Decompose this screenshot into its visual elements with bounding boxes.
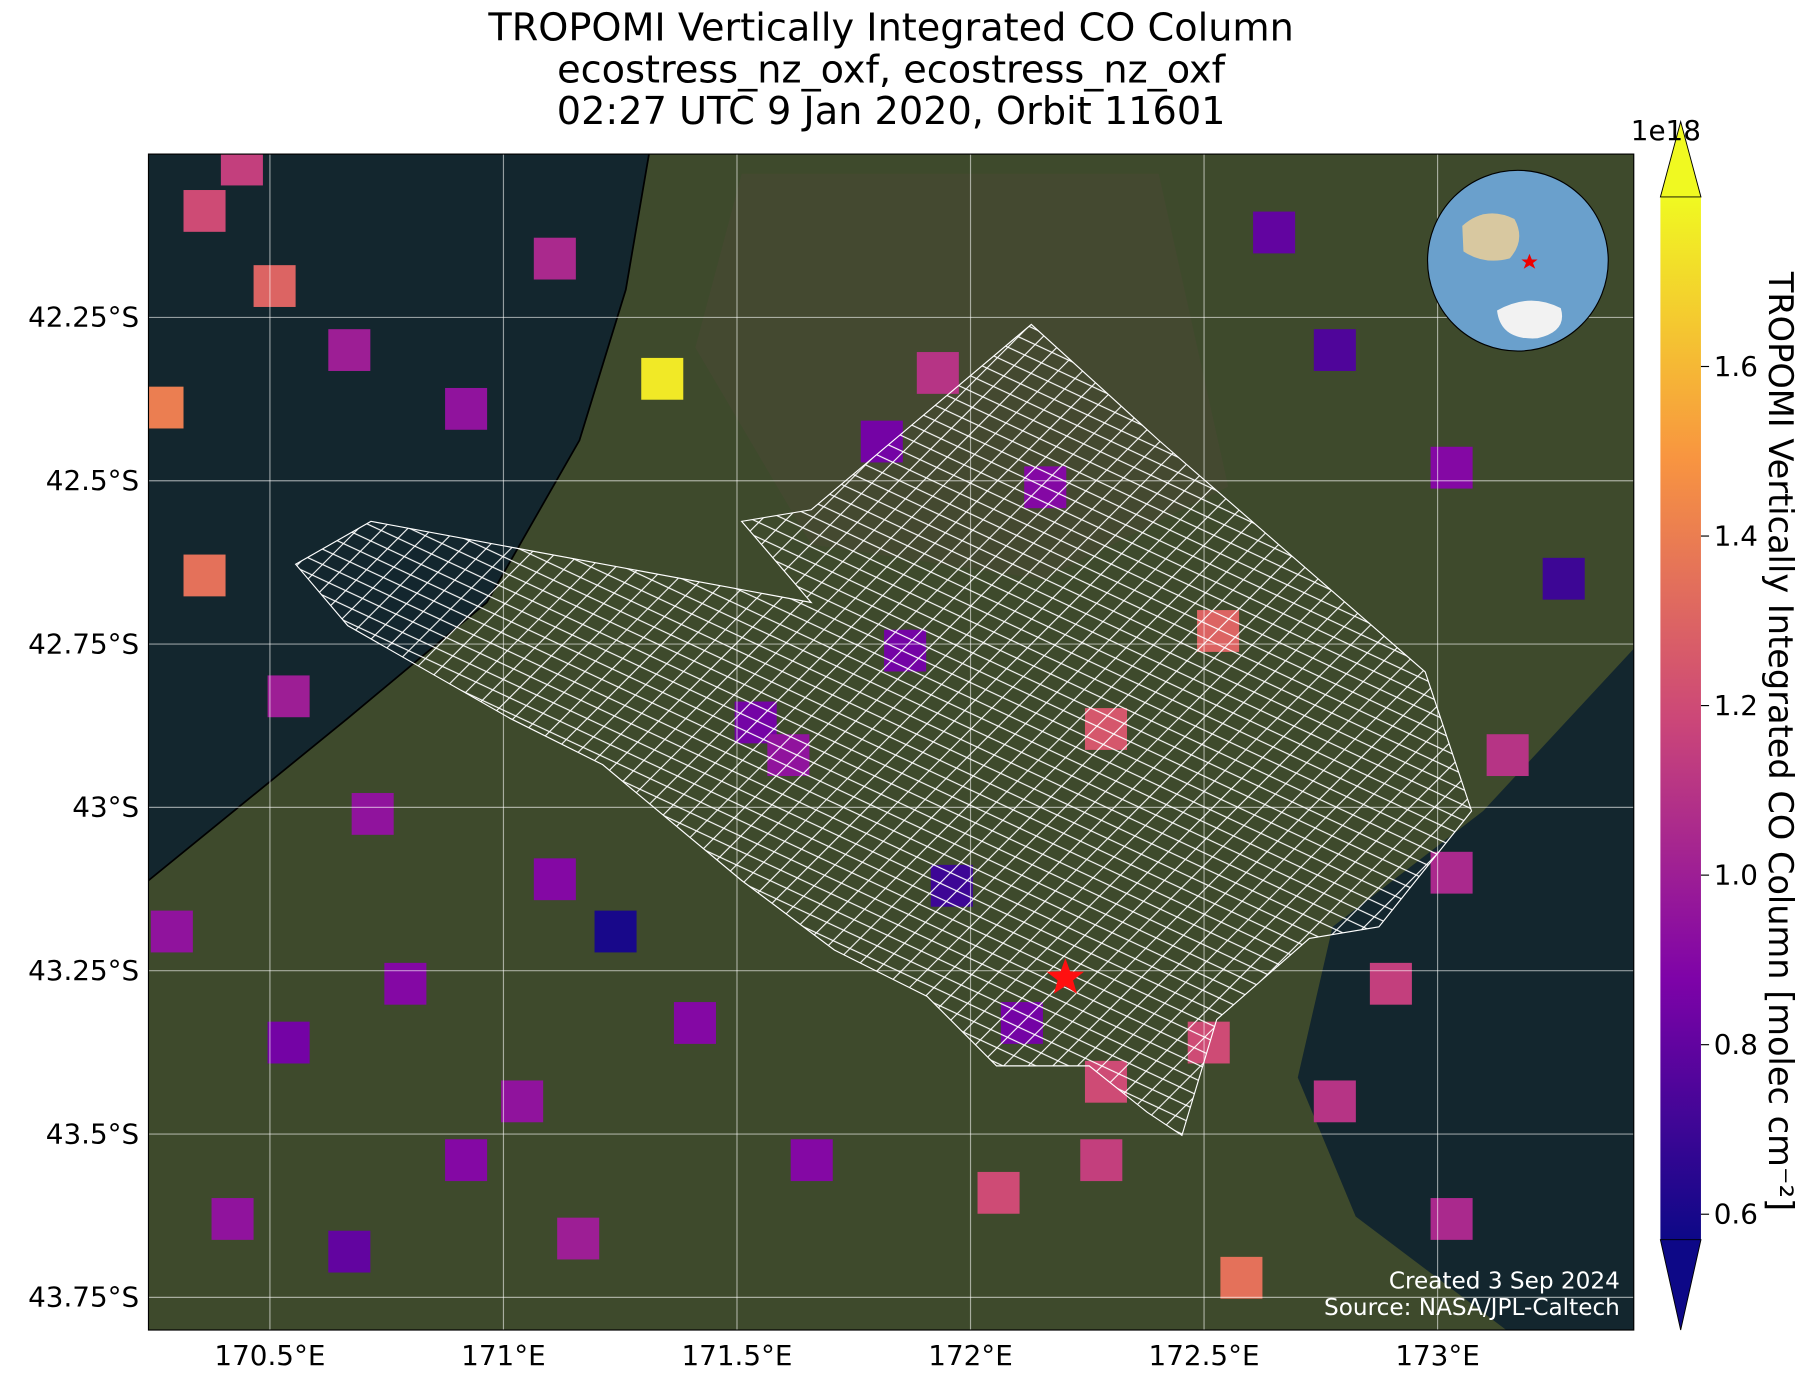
co-pixel (328, 1230, 371, 1273)
co-pixel (1369, 962, 1412, 1005)
co-pixel (501, 1080, 544, 1123)
co-pixel (533, 858, 576, 901)
co-pixel (1430, 851, 1473, 894)
colorbar-tick-label: 1.2 (1714, 689, 1758, 722)
co-pixel (1313, 1080, 1356, 1123)
map-frame (147, 153, 1635, 1331)
y-tick-label: 42.25°S (28, 301, 139, 334)
x-tick-label: 171°E (461, 1339, 546, 1372)
co-pixel (1080, 1139, 1123, 1182)
colorbar-tick-label: 1.6 (1714, 350, 1758, 383)
co-pixel (641, 357, 684, 400)
co-pixel (211, 1198, 254, 1240)
y-tick-label: 42.5°S (46, 464, 139, 497)
x-tick-label: 171.5°E (681, 1339, 792, 1372)
x-tick-label: 173°E (1395, 1339, 1480, 1372)
colorbar-exponent: 1e18 (1631, 114, 1701, 147)
co-pixel (384, 962, 427, 1005)
site-marker (1046, 958, 1085, 994)
colorbar-tick-label: 0.8 (1714, 1028, 1758, 1061)
co-pixel (253, 265, 296, 307)
title-line: ecostress_nz_oxf, ecostress_nz_oxf (557, 48, 1226, 92)
colorbar-tick-label: 1.4 (1714, 519, 1758, 552)
y-tick-label: 43.25°S (28, 954, 139, 987)
co-pixel (977, 1171, 1020, 1214)
co-pixel (673, 1002, 716, 1044)
y-tick-label: 43°S (72, 791, 139, 824)
co-pixel (1220, 1256, 1263, 1299)
globe-site-marker (1521, 253, 1538, 269)
co-pixel (1313, 329, 1356, 371)
colorbar-label: TROPOMI Vertically Integrated CO Column … (1761, 271, 1800, 1211)
co-pixel (267, 675, 310, 718)
credit-source: Source: NASA/JPL-Caltech (1324, 1294, 1620, 1321)
co-pixel (790, 1139, 833, 1182)
colorbar-extend-min (1659, 1239, 1702, 1331)
y-tick-label: 43.5°S (46, 1117, 139, 1150)
site (1046, 958, 1085, 994)
x-tick-label: 170.5°E (214, 1339, 325, 1372)
colorbar-scale (1660, 196, 1701, 1240)
co-pixel (1430, 446, 1473, 489)
co-pixel (183, 554, 226, 597)
credit-created: Created 3 Sep 2024 (1389, 1267, 1620, 1294)
co-pixel (1253, 211, 1296, 254)
co-pixel (594, 910, 637, 953)
title-line: TROPOMI Vertically Integrated CO Column (487, 7, 1294, 51)
y-tick-label: 43.75°S (28, 1281, 139, 1314)
co-pixel (1542, 557, 1585, 600)
co-pixel (267, 1021, 310, 1064)
x-tick-label: 172°E (928, 1339, 1013, 1372)
colorbar-tick-label: 1.0 (1714, 858, 1758, 891)
co-pixel (1486, 734, 1529, 777)
globe-inset (1426, 169, 1609, 352)
colorbar-tick-label: 0.6 (1714, 1197, 1758, 1230)
co-pixel (445, 1139, 488, 1182)
co-pixel (533, 237, 576, 280)
australia (1462, 213, 1520, 261)
y-tick-label: 42.75°S (28, 627, 139, 660)
co-pixel (351, 793, 394, 835)
grid (148, 154, 1634, 1331)
coastline (148, 154, 650, 882)
co-pixel (148, 386, 184, 429)
co-pixel (150, 910, 193, 953)
co-pixel (220, 154, 263, 186)
co-pixel (183, 190, 226, 232)
ticks: 170.5°E 171°E 171.5°E 172°E 172.5°E 173°E 42.2… (28, 301, 1480, 1372)
antarctica (1497, 300, 1563, 339)
title-line: 02:27 UTC 9 Jan 2020, Orbit 11601 (557, 90, 1226, 134)
ecostress-swath (294, 323, 1473, 1137)
x-tick-label: 172.5°E (1149, 1339, 1260, 1372)
co-pixel (445, 387, 488, 430)
title: TROPOMI Vertically Integrated CO Columne… (487, 7, 1294, 134)
colorbar-extend-max (1659, 119, 1702, 198)
colorbar: 1e18 TROPOMI Vertically Integrated CO Co… (1631, 114, 1800, 1331)
co-pixel (916, 352, 959, 394)
co-pixel (328, 329, 371, 371)
map-area (148, 154, 1634, 1331)
co-pixel (557, 1217, 600, 1260)
co-pixel (1430, 1198, 1473, 1240)
globe (1426, 169, 1609, 352)
